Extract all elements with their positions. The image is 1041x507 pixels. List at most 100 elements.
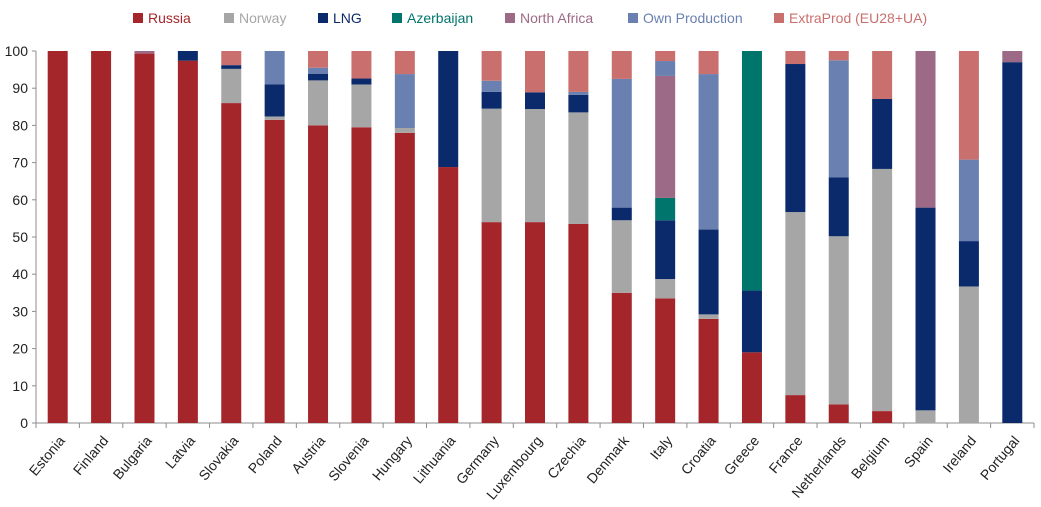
axes: 0 10 20 30 40 50 60 70 80 90 100 — [5, 43, 1035, 431]
bar-segment-netherlands-0 — [828, 404, 849, 423]
x-tick-label: Latvia — [162, 432, 198, 471]
bar-stack-slovakia — [221, 51, 242, 423]
bar-segment-poland-5 — [264, 51, 285, 85]
bar-stack-latvia — [177, 51, 198, 424]
bar-segment-latvia-0 — [177, 60, 198, 424]
x-tick-label: Bulgaria — [109, 432, 154, 482]
bar-segment-ireland-1 — [958, 286, 979, 423]
y-tick-label: 90 — [12, 80, 28, 96]
x-tick-label: Hungary — [369, 433, 415, 484]
bar-stack-slovenia — [351, 51, 372, 423]
bar-segment-italy-0 — [655, 298, 676, 423]
bar-segment-luxembourg-6 — [525, 51, 545, 93]
y-tick-label: 100 — [5, 43, 29, 59]
bar-segment-spain-2 — [915, 207, 936, 411]
bar-stack-denmark — [611, 51, 632, 423]
x-tick-label: Slovenia — [325, 432, 372, 484]
bar-stack-germany — [481, 51, 502, 423]
bar-segment-ireland-5 — [958, 159, 979, 242]
bar-segment-hungary-0 — [394, 132, 415, 423]
bar-segment-denmark-1 — [611, 220, 632, 293]
bars — [47, 51, 1023, 424]
bar-segment-denmark-0 — [611, 292, 632, 423]
y-tick-label: 30 — [12, 303, 28, 319]
bar-stack-greece — [741, 51, 762, 423]
x-tick-label: Poland — [245, 433, 285, 477]
bar-stack-portugal — [1002, 51, 1023, 423]
legend-swatch-4 — [505, 13, 515, 23]
y-tick-label: 70 — [12, 155, 28, 171]
x-tick-label: Finland — [70, 433, 112, 478]
bar-segment-belgium-1 — [872, 168, 893, 412]
bar-segment-czechia-5 — [568, 91, 589, 95]
bar-segment-spain-1 — [915, 410, 936, 423]
bar-segment-slovakia-2 — [221, 65, 242, 69]
bar-segment-france-0 — [785, 395, 806, 423]
bar-segment-italy-6 — [655, 51, 676, 62]
bar-segment-italy-5 — [655, 61, 676, 76]
bar-stack-poland — [264, 51, 285, 423]
legend-swatch-2 — [318, 13, 328, 23]
bar-segment-estonia-0 — [47, 51, 68, 423]
x-tick-label: Ireland — [939, 433, 979, 476]
bar-segment-slovakia-1 — [221, 68, 242, 104]
legend-label-6: ExtraProd (EU28+UA) — [789, 10, 927, 26]
bar-segment-france-2 — [785, 64, 806, 213]
x-tick-label: Austria — [288, 432, 328, 476]
bar-segment-italy-1 — [655, 279, 676, 299]
bar-segment-bulgaria-4 — [134, 51, 155, 54]
bar-segment-austria-6 — [308, 51, 329, 68]
y-tick-label: 20 — [12, 341, 28, 357]
y-tick-label: 40 — [12, 266, 28, 282]
x-tick-label: Czechia — [544, 432, 589, 481]
x-tick-label: Spain — [901, 433, 936, 471]
bar-segment-croatia-5 — [698, 74, 719, 230]
legend-label-2: LNG — [333, 10, 362, 26]
bar-stack-czechia — [568, 51, 589, 423]
bar-segment-luxembourg-0 — [525, 222, 545, 423]
bar-segment-portugal-2 — [1002, 62, 1023, 423]
bar-segment-lithuania-0 — [438, 167, 459, 423]
bar-segment-ireland-2 — [958, 241, 979, 287]
bar-segment-netherlands-1 — [828, 236, 849, 405]
bar-stack-hungary — [394, 51, 415, 423]
x-tick-label: Slovakia — [195, 432, 241, 483]
bar-segment-luxembourg-2 — [525, 92, 545, 110]
bar-segment-germany-6 — [481, 51, 502, 81]
bar-segment-greece-0 — [741, 352, 762, 423]
bar-segment-netherlands-2 — [828, 177, 849, 237]
x-tick-label: Denmark — [583, 432, 632, 487]
bar-segment-france-6 — [785, 51, 806, 65]
bar-segment-netherlands-5 — [828, 60, 849, 178]
bar-segment-spain-4 — [915, 51, 936, 208]
bar-segment-finland-0 — [91, 51, 112, 423]
bar-stack-estonia — [47, 51, 68, 423]
bar-segment-poland-1 — [264, 116, 285, 120]
bar-segment-slovakia-0 — [221, 103, 242, 423]
bar-segment-czechia-1 — [568, 112, 589, 224]
bar-stack-lithuania — [438, 51, 459, 423]
legend-swatch-0 — [133, 13, 143, 23]
bar-segment-italy-3 — [655, 197, 676, 221]
legend-label-1: Norway — [239, 10, 286, 26]
bar-segment-slovakia-6 — [221, 51, 242, 66]
bar-segment-france-1 — [785, 212, 806, 396]
bar-stack-ireland — [958, 51, 979, 423]
x-tick-label: Belgium — [848, 433, 893, 482]
bar-segment-ireland-6 — [958, 51, 979, 160]
y-tick-label: 60 — [12, 192, 28, 208]
bar-segment-belgium-6 — [872, 51, 893, 99]
legend-swatch-3 — [392, 13, 402, 23]
bar-segment-croatia-0 — [698, 318, 719, 423]
bar-stack-luxembourg — [525, 51, 545, 423]
bar-stack-italy — [655, 51, 676, 423]
bar-stack-bulgaria — [134, 51, 155, 423]
legend: Russia Norway LNG Azerbaijan North Africa Own… — [133, 10, 927, 26]
y-tick-label: 50 — [12, 229, 28, 245]
x-tick-label: Estonia — [26, 432, 68, 478]
bar-segment-denmark-6 — [611, 51, 632, 79]
bar-stack-belgium — [872, 51, 893, 423]
